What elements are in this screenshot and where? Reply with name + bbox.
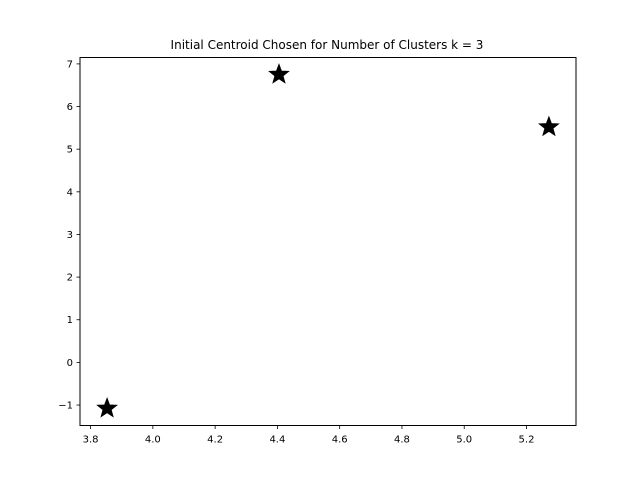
- chart-title: Initial Centroid Chosen for Number of Cl…: [171, 38, 484, 52]
- y-tick-label: 7: [67, 59, 73, 70]
- plot-frame: [79, 57, 577, 426]
- x-tick-label: 4.8: [394, 435, 410, 446]
- y-tick-label: 3: [67, 230, 73, 241]
- y-tick-label: 6: [67, 102, 73, 113]
- y-tick-label: 1: [67, 315, 73, 326]
- centroid-star: [96, 397, 118, 418]
- y-tick-label: −1: [58, 401, 73, 412]
- x-tick-label: 4.6: [332, 435, 348, 446]
- y-axis: −1 0 1 2 3 4 5 6 7: [58, 59, 80, 412]
- x-tick-label: 4.0: [145, 435, 161, 446]
- y-tick-label: 5: [67, 145, 73, 156]
- centroid-star: [268, 63, 290, 84]
- y-tick-label: 2: [67, 273, 73, 284]
- y-tick-label: 0: [67, 358, 73, 369]
- x-axis: 3.8 4.0 4.2 4.4 4.6 4.8 5.0 5.2: [83, 425, 535, 446]
- x-tick-label: 5.0: [456, 435, 472, 446]
- centroid-star: [538, 115, 560, 137]
- x-tick-label: 5.2: [519, 435, 535, 446]
- centroid-markers: [96, 63, 560, 418]
- x-tick-label: 4.2: [207, 435, 223, 446]
- y-tick-label: 4: [67, 187, 73, 198]
- x-tick-label: 4.4: [269, 435, 285, 446]
- x-tick-label: 3.8: [83, 435, 99, 446]
